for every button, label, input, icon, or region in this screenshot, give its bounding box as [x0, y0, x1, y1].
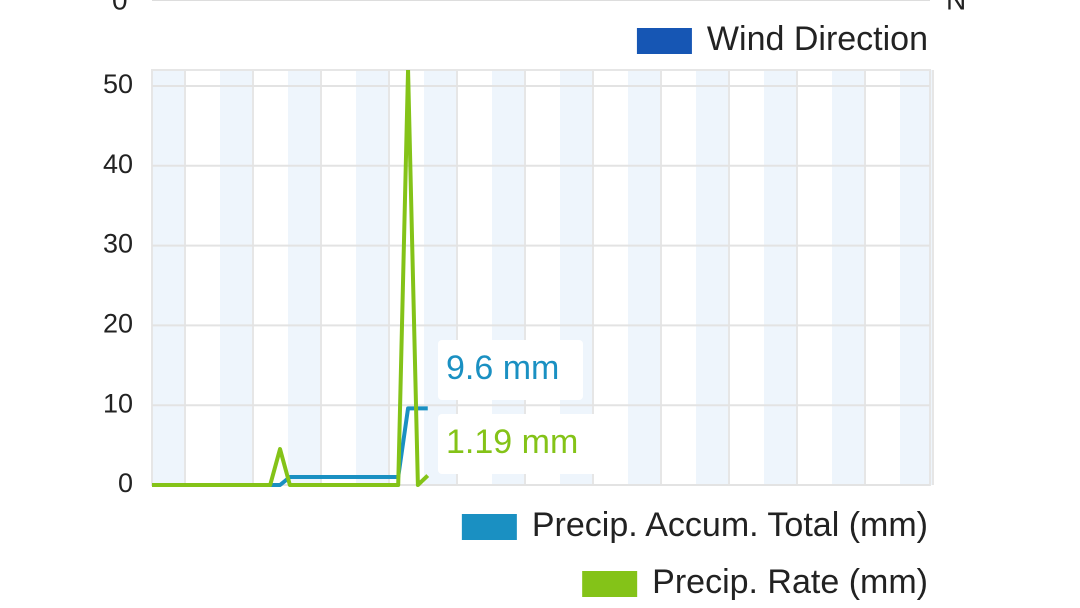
label-box — [438, 414, 603, 474]
legend-swatch — [582, 571, 638, 597]
stripe — [764, 70, 797, 485]
stripe — [356, 70, 389, 485]
legend-label: Wind Direction — [707, 20, 928, 58]
stripe — [288, 70, 321, 485]
stripe — [832, 70, 865, 485]
legend-label: Precip. Accum. Total (mm) — [532, 506, 928, 544]
stripe — [900, 70, 933, 485]
header-left: 0 — [112, 0, 128, 15]
stripe — [628, 70, 661, 485]
value-label: 9.6 mm — [446, 349, 559, 387]
label-box — [438, 340, 583, 400]
stripe — [152, 70, 185, 485]
stripe — [220, 70, 253, 485]
plot-lines — [152, 70, 430, 487]
y-tick-label: 10 — [103, 388, 133, 418]
y-tick-label: 50 — [103, 69, 133, 99]
stripe — [696, 70, 729, 485]
y-tick-label: 0 — [118, 468, 133, 498]
series-line — [152, 70, 430, 487]
legend-swatch — [636, 28, 692, 54]
y-tick-label: 40 — [103, 149, 133, 179]
y-tick-label: 20 — [103, 309, 133, 339]
value-label: 1.19 mm — [446, 423, 578, 461]
legend-swatch — [461, 514, 517, 540]
legend-label: Precip. Rate (mm) — [652, 563, 928, 601]
header-right: N — [946, 0, 966, 15]
y-tick-label: 30 — [103, 229, 133, 259]
